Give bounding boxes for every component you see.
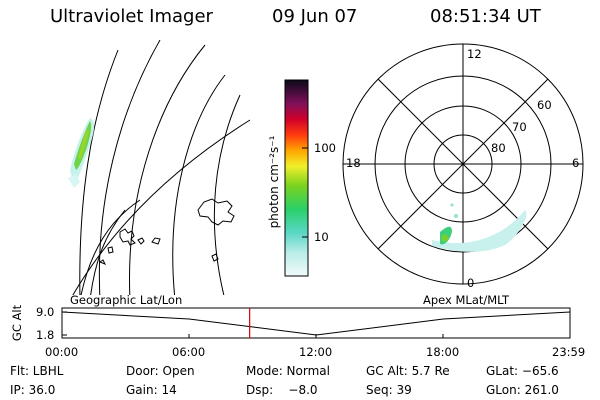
timeline-ylabel: GC Alt [10,304,24,342]
geographic-map [72,40,251,295]
timeline-xtick-1200: 12:00 [299,345,333,359]
polar-aurora-emission [432,203,527,252]
time-label: 08:51:34 UT [430,6,541,27]
instrument-title: Ultraviolet Imager [50,6,213,27]
lat-label-80: 80 [491,141,506,155]
timeline-xtick-0000: 00:00 [45,345,79,359]
mode-info: Mode: Normal [246,364,330,378]
timeline-ytick-bottom: 1.8 [36,328,55,342]
date-label: 09 Jun 07 [272,6,358,27]
timeline-xtick-0600: 06:00 [172,345,206,359]
lat-label-60: 60 [537,98,552,112]
gc-alt-info: GC Alt: 5.7 Re [366,364,450,378]
altitude-timeline [61,307,571,339]
colorbar-unit-label: photon cm⁻²s⁻¹ [267,135,281,229]
mlt-label-0: 0 [467,276,475,290]
ip-info: IP: 36.0 [10,383,56,397]
apex-panel-label: Apex MLat/MLT [423,293,510,307]
timeline-ytick-top: 9.0 [36,305,55,319]
altitude-series-line [61,311,571,336]
gain-info: Gain: 14 [126,383,177,397]
timeline-xtick-1800: 18:00 [426,345,460,359]
dsp-info: Dsp: −8.0 [246,383,318,397]
seq-info: Seq: 39 [366,383,412,397]
lat-label-70: 70 [512,120,527,134]
colorbar-tick-100: 100 [314,141,336,155]
mlt-label-6: 6 [572,156,580,170]
glat-info: GLat: −65.6 [486,364,559,378]
colorbar-ticks [302,147,308,238]
mlt-label-18: 18 [346,156,361,170]
mlt-label-12: 12 [467,47,482,61]
filter-info: Flt: LBHL [10,364,64,378]
door-info: Door: Open [126,364,195,378]
left-aurora-emission [68,118,95,188]
colorbar-tick-10: 10 [314,230,329,244]
glon-info: GLon: 261.0 [486,383,559,397]
coastline-outline [98,198,235,265]
geographic-panel-label: Geographic Lat/Lon [70,293,183,307]
timeline-ticks [62,311,444,338]
timeline-xtick-2359: 23:59 [552,345,586,359]
colorbar [284,79,309,277]
